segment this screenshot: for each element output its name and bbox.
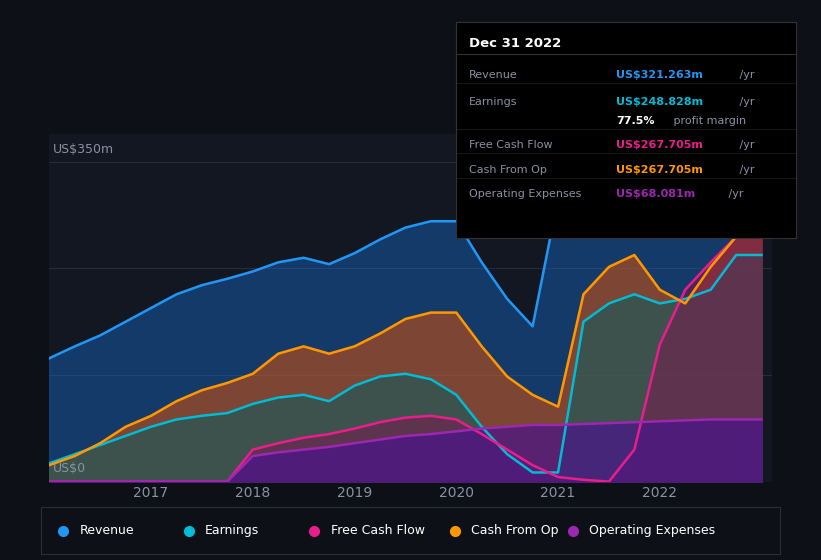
Text: /yr: /yr: [736, 165, 754, 175]
Text: US$350m: US$350m: [53, 143, 114, 156]
Text: Dec 31 2022: Dec 31 2022: [470, 38, 562, 50]
Text: /yr: /yr: [725, 189, 743, 199]
Text: /yr: /yr: [736, 70, 754, 80]
Text: Cash From Op: Cash From Op: [471, 524, 558, 537]
Text: Revenue: Revenue: [470, 70, 518, 80]
Text: US$68.081m: US$68.081m: [616, 189, 695, 199]
Text: /yr: /yr: [736, 97, 754, 107]
Text: US$248.828m: US$248.828m: [616, 97, 703, 107]
Text: Revenue: Revenue: [80, 524, 134, 537]
Text: 77.5%: 77.5%: [616, 116, 654, 126]
Text: US$267.705m: US$267.705m: [616, 165, 703, 175]
Text: US$321.263m: US$321.263m: [616, 70, 703, 80]
Text: profit margin: profit margin: [670, 116, 746, 126]
Text: /yr: /yr: [736, 140, 754, 150]
Text: Free Cash Flow: Free Cash Flow: [470, 140, 553, 150]
Text: Free Cash Flow: Free Cash Flow: [331, 524, 424, 537]
Text: Operating Expenses: Operating Expenses: [470, 189, 581, 199]
Text: Operating Expenses: Operating Expenses: [589, 524, 715, 537]
Text: Earnings: Earnings: [205, 524, 259, 537]
Text: Earnings: Earnings: [470, 97, 518, 107]
Text: US$267.705m: US$267.705m: [616, 140, 703, 150]
Text: Cash From Op: Cash From Op: [470, 165, 547, 175]
Text: US$0: US$0: [53, 461, 86, 475]
